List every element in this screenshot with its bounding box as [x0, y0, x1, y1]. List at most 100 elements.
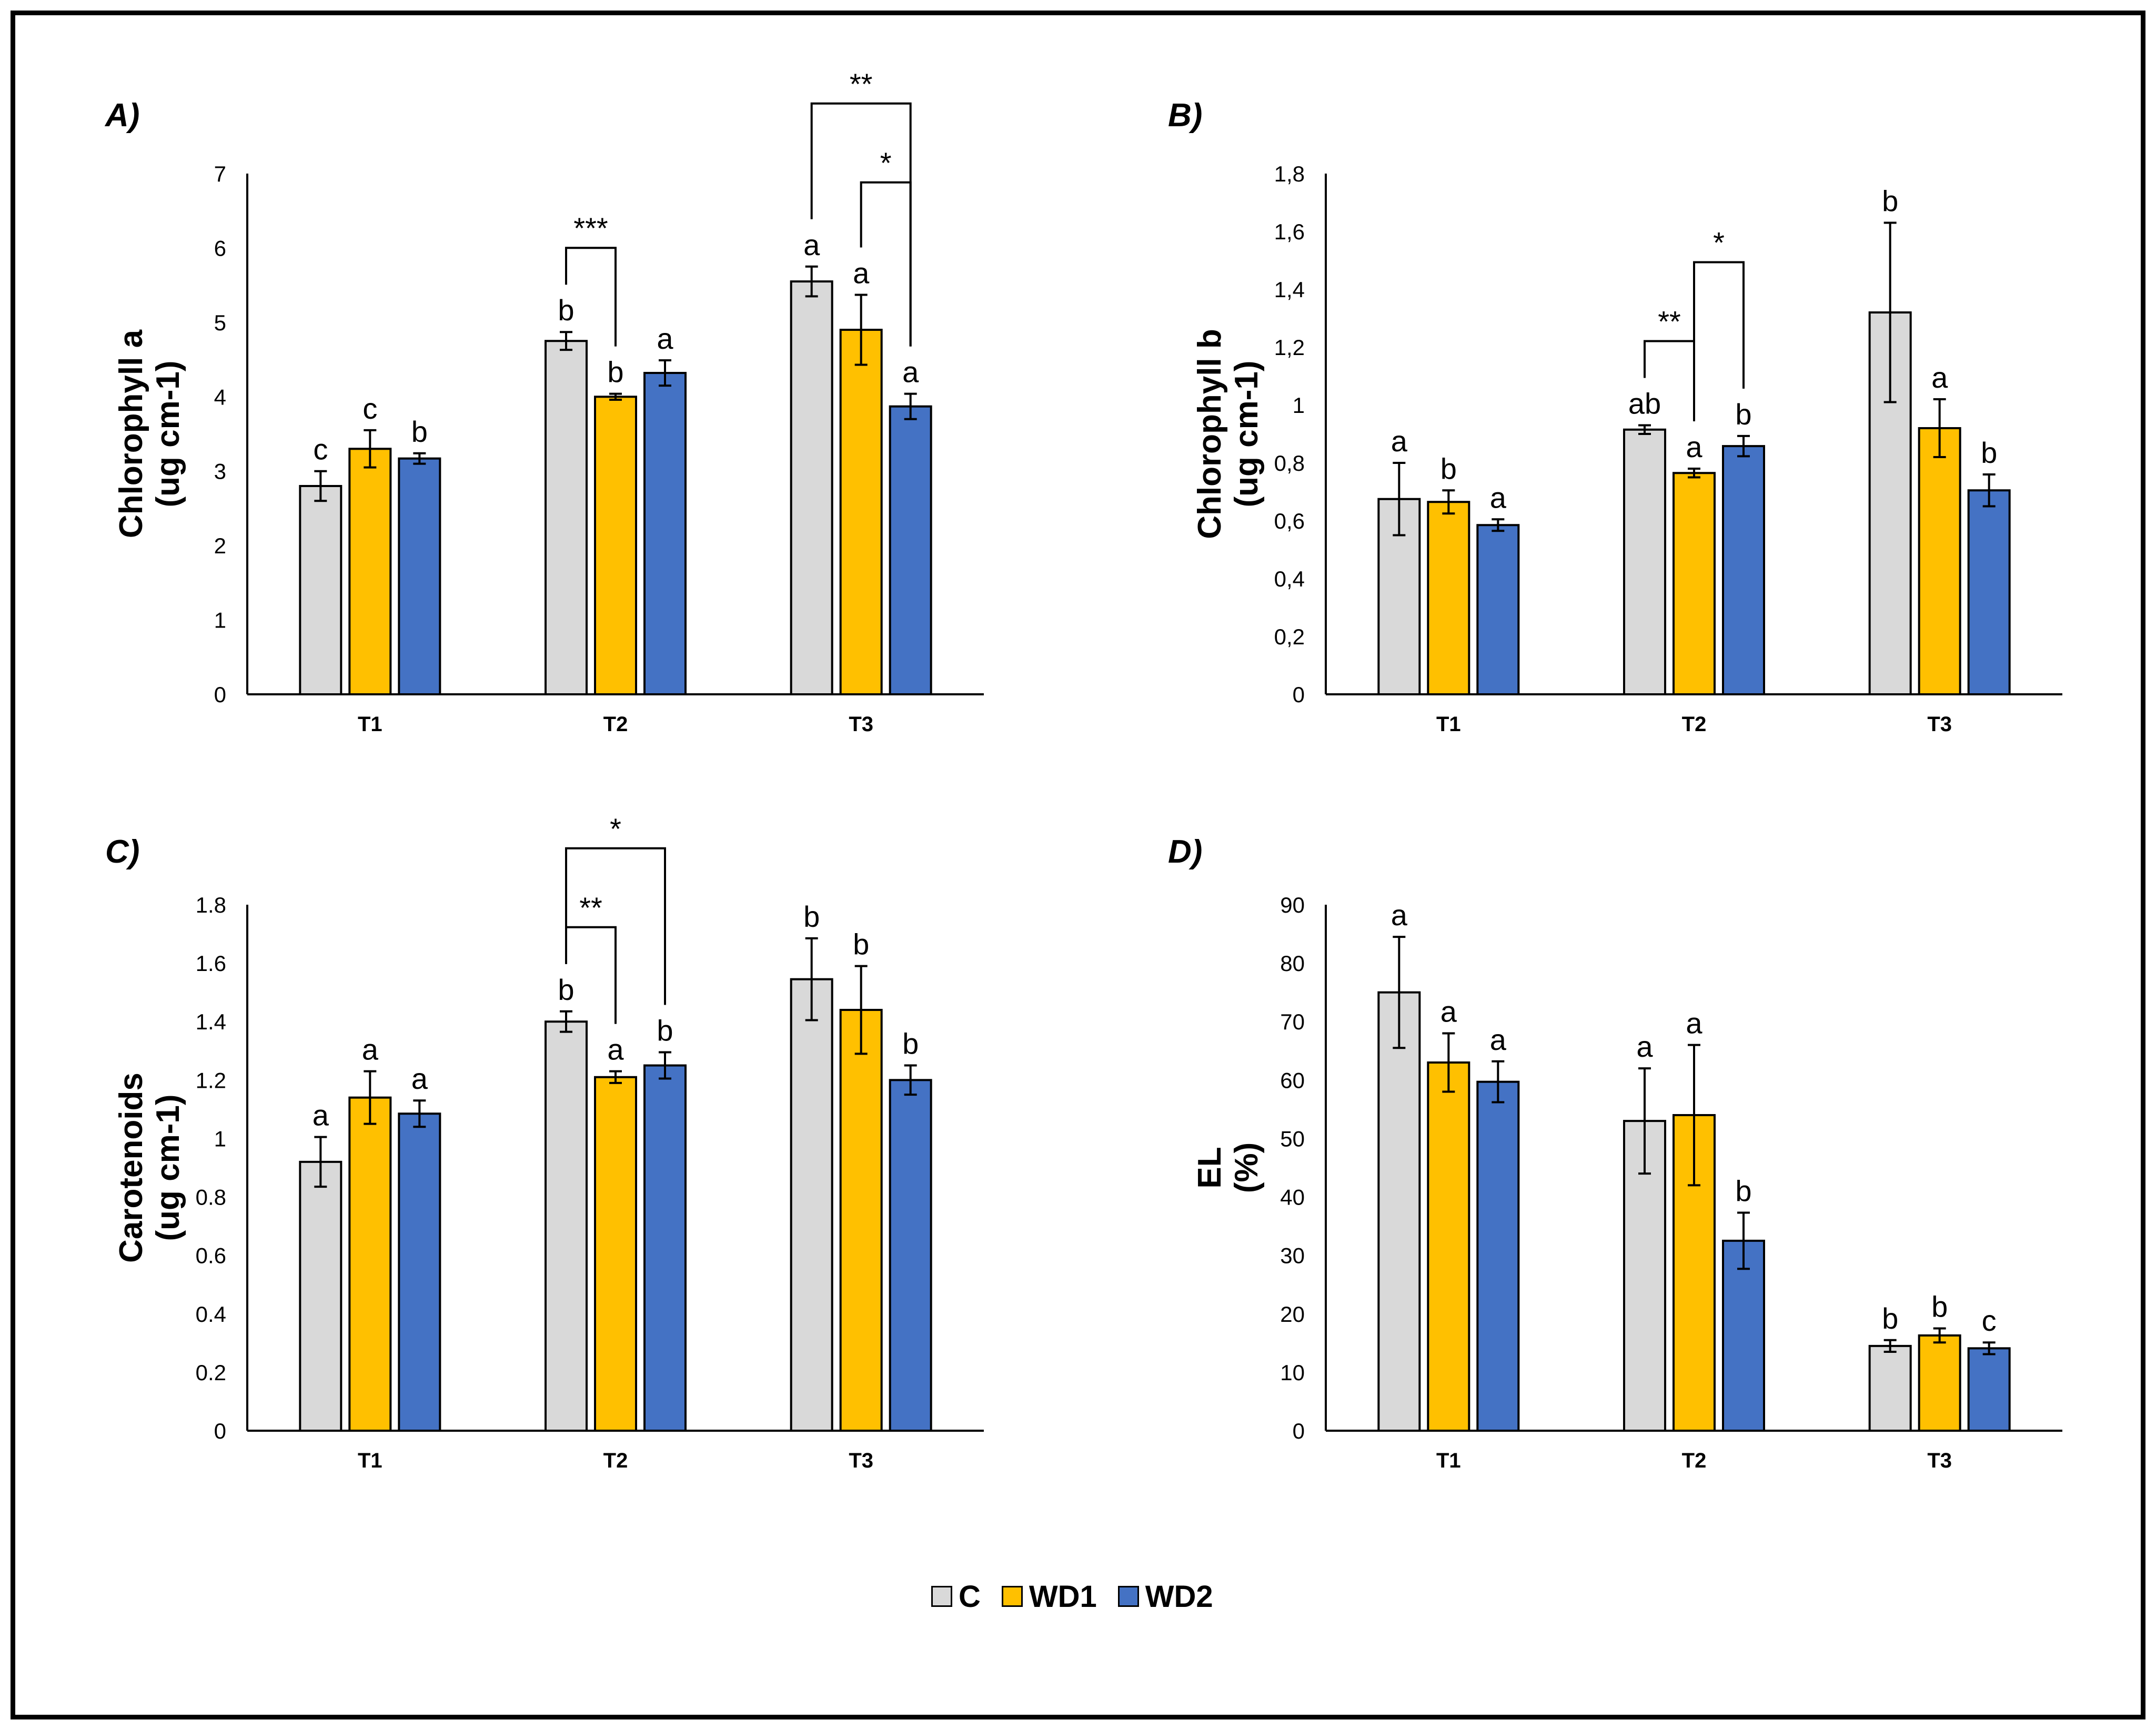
significance-stars: **: [1658, 305, 1681, 338]
y-tick-label: 1,2: [1274, 335, 1305, 360]
y-tick-label: 7: [214, 161, 226, 186]
y-tick-label: 0,2: [1274, 624, 1305, 649]
y-tick-label: 0: [214, 1419, 226, 1443]
bar-wd2-t1: [1476, 1080, 1520, 1432]
bar-wd2-t3: [1967, 489, 2011, 695]
legend-swatch-wd2: [1117, 1586, 1139, 1607]
bar-wd2-t2: [1722, 445, 1765, 695]
y-tick-label: 1,8: [1274, 161, 1305, 186]
bar-c-t1: [1377, 991, 1421, 1432]
bar-c-t1: [299, 485, 342, 695]
bar-wd1-t3: [1918, 1334, 1961, 1432]
legend-label-wd1: WD1: [1029, 1579, 1097, 1614]
legend-label-wd2: WD2: [1145, 1579, 1213, 1614]
y-tick-label: 0.6: [196, 1243, 226, 1268]
y-tick-label: 5: [214, 310, 226, 335]
significance-letter: b: [657, 1014, 673, 1047]
bar-c-t2: [545, 340, 588, 695]
x-tick-label: T3: [849, 713, 873, 736]
significance-stars: *: [610, 812, 621, 845]
significance-letter: a: [657, 322, 673, 355]
significance-letter: a: [902, 356, 919, 389]
y-tick-label: 1.4: [196, 1009, 226, 1034]
significance-letter: a: [607, 1033, 624, 1066]
significance-letter: b: [558, 294, 574, 327]
bar-c-t3: [1868, 1344, 1912, 1432]
significance-letter: a: [1686, 1007, 1702, 1040]
y-tick-label: 0.4: [196, 1302, 226, 1327]
y-axis-label-line1: Chlorophyll b: [1192, 329, 1228, 539]
bar-c-t2: [1623, 428, 1666, 695]
y-tick-label: 0: [1293, 1419, 1305, 1443]
significance-stars: **: [850, 67, 873, 100]
y-tick-label: 0: [214, 682, 226, 707]
x-tick-label: T3: [1927, 713, 1952, 736]
panel-label: B): [1168, 97, 1202, 134]
significance-stars: **: [579, 891, 602, 924]
bar-c-t1: [299, 1160, 342, 1432]
y-tick-label: 50: [1280, 1126, 1305, 1151]
y-tick-label: 10: [1280, 1360, 1305, 1385]
significance-letter: b: [853, 928, 869, 961]
bar-wd2-t1: [398, 457, 441, 696]
panel-label: C): [105, 834, 139, 870]
legend-item-wd1: WD1: [1001, 1579, 1097, 1614]
y-tick-label: 1.8: [196, 893, 226, 917]
y-tick-label: 1.6: [196, 951, 226, 976]
y-axis-label-line1: EL: [1192, 1147, 1228, 1188]
y-tick-label: 1: [1293, 393, 1305, 418]
y-tick-label: 0.2: [196, 1360, 226, 1385]
y-tick-label: 3: [214, 459, 226, 484]
legend-label-c: C: [959, 1579, 981, 1614]
significance-letter: c: [362, 392, 377, 425]
significance-letter: b: [607, 356, 623, 389]
bar-wd1-t2: [1673, 472, 1716, 695]
bar-wd2-t3: [889, 1079, 932, 1432]
significance-letter: a: [803, 228, 820, 261]
panel-b-chart: B) Chlorophyll b (ug cm-1) 0 0,2 0,4 0,6 0,8 1 1,…: [1168, 97, 2062, 736]
legend-swatch-wd1: [1001, 1586, 1023, 1607]
significance-letter: a: [1931, 361, 1948, 394]
significance-letter: b: [1882, 185, 1898, 218]
y-axis-label-line1: Carotenoids: [113, 1073, 149, 1263]
panel-label: A): [104, 97, 139, 134]
significance-letter: a: [853, 257, 870, 290]
y-axis-label-line2: (ug cm-1): [150, 1095, 186, 1241]
bar-wd2-t3: [889, 405, 932, 695]
legend-swatch-c: [931, 1586, 952, 1607]
y-tick-label: 90: [1280, 893, 1305, 917]
significance-letter: a: [1490, 1023, 1507, 1056]
significance-letter: a: [1440, 995, 1457, 1028]
y-tick-label: 6: [214, 236, 226, 260]
bar-wd1-t1: [1427, 501, 1470, 695]
figure-frame: [11, 11, 2145, 1719]
y-tick-label: 4: [214, 385, 226, 409]
bar-wd2-t2: [1722, 1239, 1765, 1432]
significance-letter: ab: [1628, 387, 1661, 420]
bar-wd2-t1: [1476, 524, 1520, 695]
y-tick-label: 1: [214, 1126, 226, 1151]
y-tick-label: 40: [1280, 1185, 1305, 1210]
significance-letter: b: [1735, 398, 1751, 431]
y-tick-label: 80: [1280, 951, 1305, 976]
y-tick-label: 1,6: [1274, 219, 1305, 244]
y-axis-label-line2: (%): [1228, 1142, 1265, 1193]
significance-stars: *: [880, 146, 892, 179]
significance-bracket: [1693, 261, 1745, 421]
significance-stars: ***: [573, 211, 608, 245]
y-tick-label: 70: [1280, 1009, 1305, 1034]
significance-letter: b: [1440, 452, 1457, 485]
bar-wd2-t2: [643, 1064, 687, 1432]
significance-letter: a: [1391, 424, 1408, 458]
y-tick-label: 0,6: [1274, 509, 1305, 533]
y-axis-label-line2: (ug cm-1): [1228, 361, 1265, 508]
x-tick-label: T1: [1436, 713, 1461, 736]
x-tick-label: T2: [603, 713, 628, 736]
bar-wd1-t1: [1427, 1061, 1470, 1432]
x-tick-label: T1: [358, 1449, 382, 1472]
x-tick-label: T2: [1682, 713, 1707, 736]
y-tick-label: 0.8: [196, 1185, 226, 1210]
y-tick-label: 0,4: [1274, 566, 1305, 591]
legend-item-c: C: [931, 1579, 981, 1614]
